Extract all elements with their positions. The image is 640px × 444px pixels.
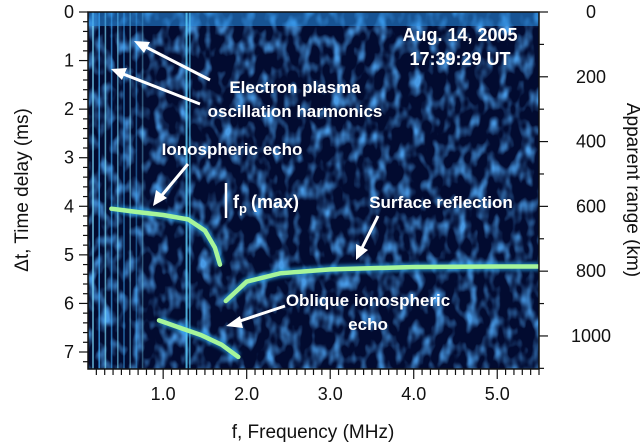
oblique-arrowhead	[226, 316, 243, 328]
y-tick-label-right: 800	[576, 261, 606, 281]
iono-arrowhead	[153, 190, 167, 206]
iono-arrow	[156, 163, 190, 201]
x-tick-label: 2.0	[234, 384, 259, 404]
oblique-echo-trace	[156, 318, 241, 360]
y-tick-label-left: 2	[64, 99, 74, 119]
oblique-arrow	[233, 304, 286, 325]
surface-reflection-trace	[223, 264, 539, 304]
surface-reflection-label: Surface reflection	[369, 193, 513, 212]
y-tick-label-right: 200	[576, 67, 606, 87]
surface-arrow	[358, 215, 380, 253]
ionospheric-echo-trace	[109, 206, 223, 267]
y-tick-label-right: 1000	[571, 326, 611, 346]
y-tick-label-right: 0	[586, 2, 596, 22]
y-tick-label-left: 0	[64, 2, 74, 22]
x-tick-label: 1.0	[151, 384, 176, 404]
oblique-label-line1: Oblique ionospheric	[286, 291, 450, 310]
x-axis-title: f, Frequency (MHz)	[232, 422, 395, 443]
y-axis-title-right: Apparent range (km)	[622, 103, 640, 277]
plasma-label-line2: oscillation harmonics	[208, 102, 383, 121]
plasma-arrowhead-2	[111, 68, 127, 80]
y-tick-label-left: 1	[64, 51, 74, 71]
y-tick-label-left: 7	[64, 342, 74, 362]
axes: 1.0 2.0 3.0 4.0 5.0 0 1 2 3 4 5 6 7 0 200 400 600 800 1000	[64, 2, 611, 404]
date-label: Aug. 14, 2005	[402, 25, 517, 45]
echo-traces	[109, 204, 539, 361]
plasma-arrow-1	[139, 42, 211, 82]
y-tick-label-left: 6	[64, 293, 74, 313]
y-tick-label-left: 5	[64, 245, 74, 265]
y-tick-label-left: 3	[64, 148, 74, 168]
plasma-arrow-2	[117, 70, 201, 106]
y-tick-label-right: 600	[576, 196, 606, 216]
oblique-label-line2: echo	[348, 315, 388, 334]
annotations: Aug. 14, 2005 17:39:29 UT Electron plasm…	[111, 25, 518, 334]
time-label: 17:39:29 UT	[409, 49, 510, 69]
fp-label: fp (max)	[233, 192, 299, 216]
plasma-label-line1: Electron plasma	[229, 78, 361, 97]
y-tick-label-left: 4	[64, 196, 74, 216]
top-band	[88, 12, 539, 26]
y-axis-title-left: Δt, Time delay (ms)	[12, 108, 33, 272]
y-tick-label-right: 400	[576, 132, 606, 152]
x-tick-label: 3.0	[318, 384, 343, 404]
noise-speckle	[88, 12, 539, 369]
surface-arrowhead	[356, 244, 368, 260]
x-tick-label: 4.0	[401, 384, 426, 404]
plasma-arrowhead-1	[134, 41, 150, 53]
ionospheric-echo-label: Ionospheric echo	[162, 140, 303, 159]
x-tick-label: 5.0	[485, 384, 510, 404]
